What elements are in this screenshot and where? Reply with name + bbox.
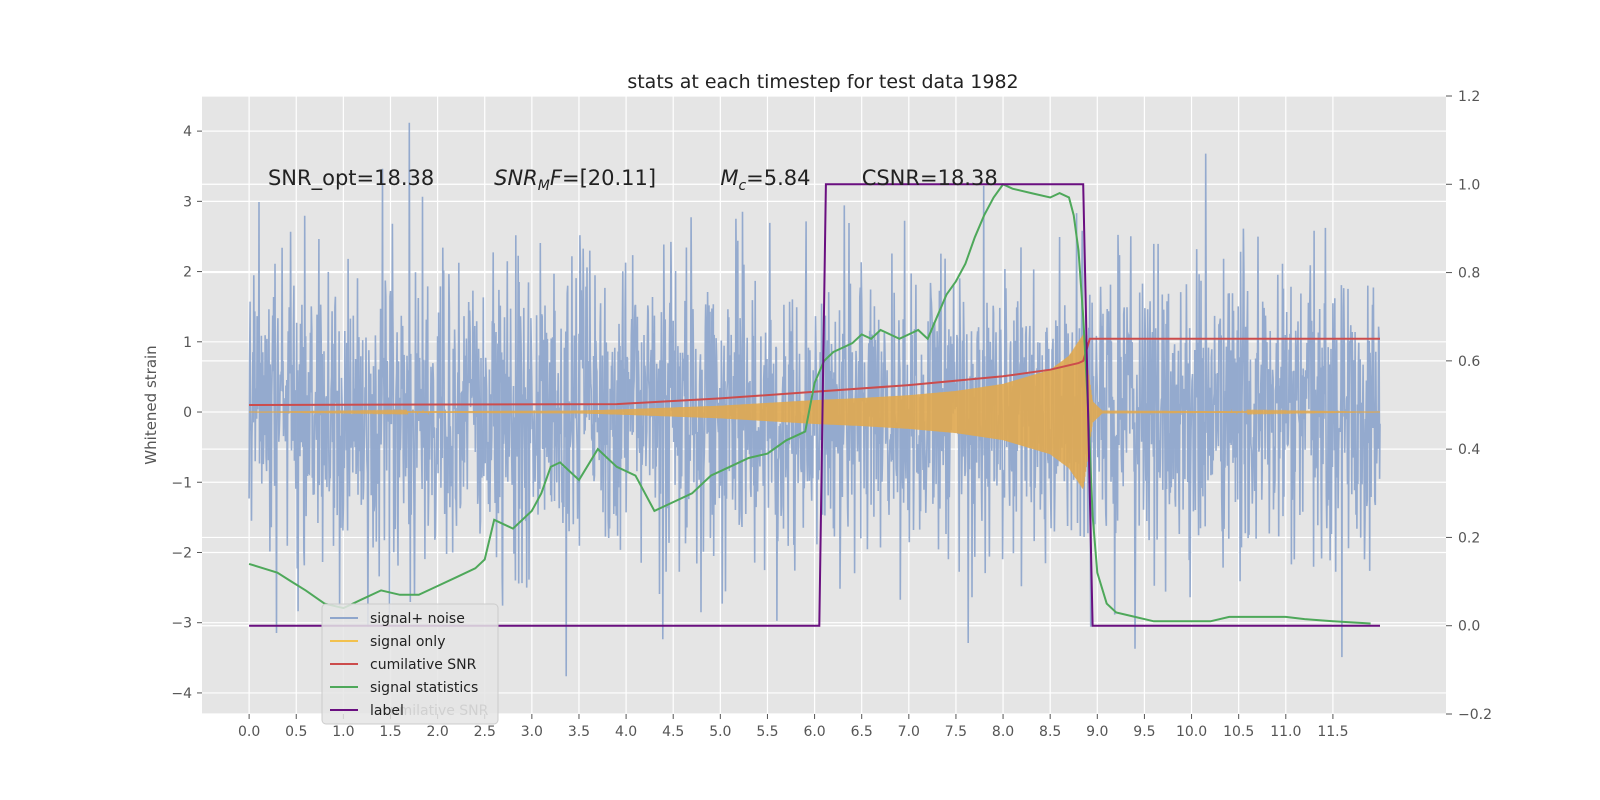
x-tick-label: 8.0 bbox=[992, 724, 1014, 740]
x-tick-label: 1.0 bbox=[332, 724, 354, 740]
y2-tick-label: 0.6 bbox=[1458, 354, 1480, 370]
x-tick-label: 9.0 bbox=[1086, 724, 1108, 740]
series-label bbox=[249, 183, 1380, 627]
x-tick-label: 4.5 bbox=[662, 724, 684, 740]
x-tick-label: 6.5 bbox=[851, 724, 873, 740]
series-signal-statistics bbox=[248, 183, 1371, 625]
legend-item-label: label bbox=[370, 703, 404, 719]
x-tick-label: 5.5 bbox=[756, 724, 778, 740]
x-tick-label: 2.0 bbox=[426, 724, 448, 740]
y-axis-label: Whitened strain bbox=[142, 345, 160, 464]
y-tick-label: −1 bbox=[171, 475, 192, 491]
y2-tick-label: 1.0 bbox=[1458, 177, 1480, 193]
x-tick-label: 2.5 bbox=[474, 724, 496, 740]
x-tick-label: 10.0 bbox=[1176, 724, 1207, 740]
x-tick-label: 9.5 bbox=[1133, 724, 1155, 740]
legend-ghost-text: cumilative SNR bbox=[382, 703, 489, 719]
x-tick-label: 7.5 bbox=[945, 724, 967, 740]
x-tick-label: 0.5 bbox=[285, 724, 307, 740]
x-tick-label: 3.0 bbox=[521, 724, 543, 740]
x-tick-label: 8.5 bbox=[1039, 724, 1061, 740]
x-tick-label: 7.0 bbox=[898, 724, 920, 740]
legend: cumilative SNR signal+ noise signal only cu… bbox=[321, 603, 499, 725]
annotation-4: CSNR=18.38 bbox=[862, 166, 998, 190]
y-tick-label: 1 bbox=[183, 335, 192, 351]
x-tick-label: 1.5 bbox=[379, 724, 401, 740]
axes: 0.0 0.5 1.0 1.5 2.0 2.5 3.0 3.5 4.0 4.5 5.0 5.5 6.0 6… bbox=[171, 89, 1492, 740]
x-tick-label: 11.0 bbox=[1270, 724, 1301, 740]
x-tick-label: 5.0 bbox=[709, 724, 731, 740]
plot-area bbox=[248, 122, 1381, 677]
y-tick-label: 0 bbox=[183, 405, 192, 421]
y-tick-label: 2 bbox=[183, 265, 192, 281]
y-tick-label: 3 bbox=[183, 194, 192, 210]
x-tick-label: 10.5 bbox=[1223, 724, 1254, 740]
x-tick-label: 3.5 bbox=[568, 724, 590, 740]
y-tick-label: −3 bbox=[171, 616, 192, 632]
series-signal-plus-noise bbox=[248, 122, 1381, 677]
y2-tick-label: 0.0 bbox=[1458, 619, 1480, 635]
y-tick-label: 4 bbox=[183, 124, 192, 140]
y-tick-label: −4 bbox=[171, 686, 192, 702]
legend-item-label: cumilative SNR bbox=[370, 657, 477, 673]
legend-item-label: signal+ noise bbox=[370, 611, 465, 627]
annotations: SNR_opt=18.38 SNRMF=[20.11] Mc=5.84 CSNR=18… bbox=[268, 166, 998, 194]
y2-tick-label: −0.2 bbox=[1458, 707, 1492, 723]
y2-tick-label: 0.4 bbox=[1458, 442, 1480, 458]
chart-title: stats at each timestep for test data 198… bbox=[627, 71, 1018, 93]
y2-tick-label: 1.2 bbox=[1458, 89, 1480, 105]
y-tick-label: −2 bbox=[171, 545, 192, 561]
x-tick-label: 4.0 bbox=[615, 724, 637, 740]
x-tick-label: 6.0 bbox=[803, 724, 825, 740]
series-signal-only bbox=[249, 334, 1380, 489]
legend-box bbox=[321, 603, 499, 725]
annotation-2: SNRMF=[20.11] bbox=[494, 166, 656, 194]
x-tick-label: 11.5 bbox=[1317, 724, 1348, 740]
annotation-3: Mc=5.84 bbox=[720, 166, 810, 194]
y2-tick-label: 0.8 bbox=[1458, 266, 1480, 282]
y2-tick-label: 0.2 bbox=[1458, 530, 1480, 546]
x-tick-label: 0.0 bbox=[238, 724, 260, 740]
legend-item-label: signal only bbox=[370, 634, 445, 650]
annotation-1: SNR_opt=18.38 bbox=[268, 166, 434, 191]
legend-item-label: signal statistics bbox=[370, 680, 478, 696]
